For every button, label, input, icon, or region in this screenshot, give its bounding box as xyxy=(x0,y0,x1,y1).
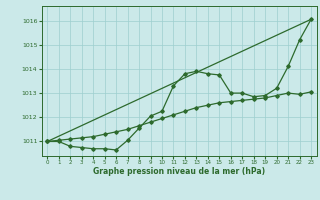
X-axis label: Graphe pression niveau de la mer (hPa): Graphe pression niveau de la mer (hPa) xyxy=(93,167,265,176)
